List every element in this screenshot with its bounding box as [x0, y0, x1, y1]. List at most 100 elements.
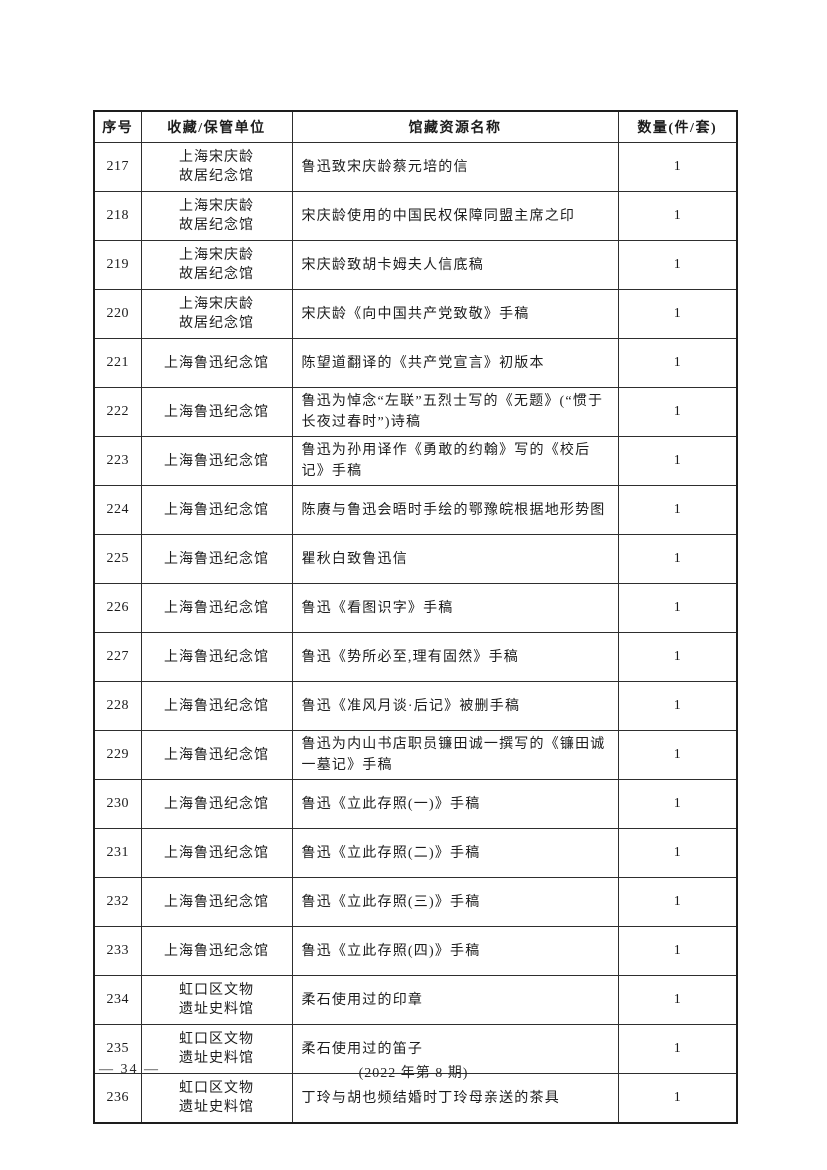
header-resource-name: 馆藏资源名称	[291, 110, 619, 143]
cell-unit: 上海宋庆龄 故居纪念馆	[140, 240, 293, 290]
page-number: — 34 —	[99, 1062, 160, 1077]
table-row: 230 上海鲁迅纪念馆 鲁迅《立此存照(一)》手稿 1	[93, 779, 738, 829]
cell-unit: 上海鲁迅纪念馆	[140, 926, 293, 976]
table-row: 228 上海鲁迅纪念馆 鲁迅《准风月谈·后记》被删手稿 1	[93, 681, 738, 731]
cell-serial-number: 218	[93, 191, 142, 241]
table-row: 234 虹口区文物 遗址史料馆 柔石使用过的印章 1	[93, 975, 738, 1025]
cell-serial-number: 225	[93, 534, 142, 584]
cell-quantity: 1	[617, 1073, 738, 1124]
table-row: 219 上海宋庆龄 故居纪念馆 宋庆龄致胡卡姆夫人信底稿 1	[93, 240, 738, 290]
cell-resource-name: 陈赓与鲁迅会晤时手绘的鄂豫皖根据地形势图	[291, 485, 619, 535]
cell-unit: 上海鲁迅纪念馆	[140, 828, 293, 878]
cell-quantity: 1	[617, 191, 738, 241]
table-row: 220 上海宋庆龄 故居纪念馆 宋庆龄《向中国共产党致敬》手稿 1	[93, 289, 738, 339]
cell-serial-number: 227	[93, 632, 142, 682]
cell-resource-name: 鲁迅为悼念“左联”五烈士写的《无题》(“惯于长夜过春时”)诗稿	[291, 387, 619, 437]
cell-resource-name: 柔石使用过的笛子	[291, 1024, 619, 1074]
cell-quantity: 1	[617, 975, 738, 1025]
table-row: 217 上海宋庆龄 故居纪念馆 鲁迅致宋庆龄蔡元培的信 1	[93, 142, 738, 192]
table-row: 224 上海鲁迅纪念馆 陈赓与鲁迅会晤时手绘的鄂豫皖根据地形势图 1	[93, 485, 738, 535]
table-row: 223 上海鲁迅纪念馆 鲁迅为孙用译作《勇敢的约翰》写的《校后记》手稿 1	[93, 436, 738, 486]
cell-resource-name: 鲁迅《立此存照(一)》手稿	[291, 779, 619, 829]
cell-unit: 上海鲁迅纪念馆	[140, 485, 293, 535]
cell-serial-number: 233	[93, 926, 142, 976]
cell-resource-name: 宋庆龄使用的中国民权保障同盟主席之印	[291, 191, 619, 241]
header-unit: 收藏/保管单位	[140, 110, 293, 143]
cell-quantity: 1	[617, 730, 738, 780]
table-row: 232 上海鲁迅纪念馆 鲁迅《立此存照(三)》手稿 1	[93, 877, 738, 927]
cell-quantity: 1	[617, 632, 738, 682]
cell-resource-name: 宋庆龄致胡卡姆夫人信底稿	[291, 240, 619, 290]
cell-resource-name: 鲁迅《立此存照(四)》手稿	[291, 926, 619, 976]
cell-quantity: 1	[617, 387, 738, 437]
cell-resource-name: 柔石使用过的印章	[291, 975, 619, 1025]
cell-resource-name: 瞿秋白致鲁迅信	[291, 534, 619, 584]
cell-unit: 上海鲁迅纪念馆	[140, 632, 293, 682]
cell-unit: 虹口区文物 遗址史料馆	[140, 1024, 293, 1074]
table-body: 217 上海宋庆龄 故居纪念馆 鲁迅致宋庆龄蔡元培的信 1 218 上海宋庆龄 …	[93, 142, 738, 1124]
cell-serial-number: 228	[93, 681, 142, 731]
table-row: 218 上海宋庆龄 故居纪念馆 宋庆龄使用的中国民权保障同盟主席之印 1	[93, 191, 738, 241]
cell-resource-name: 鲁迅致宋庆龄蔡元培的信	[291, 142, 619, 192]
cell-serial-number: 219	[93, 240, 142, 290]
table-row: 222 上海鲁迅纪念馆 鲁迅为悼念“左联”五烈士写的《无题》(“惯于长夜过春时”…	[93, 387, 738, 437]
cell-unit: 上海鲁迅纪念馆	[140, 681, 293, 731]
cell-unit: 上海鲁迅纪念馆	[140, 387, 293, 437]
table-row: 233 上海鲁迅纪念馆 鲁迅《立此存照(四)》手稿 1	[93, 926, 738, 976]
table-header-row: 序号 收藏/保管单位 馆藏资源名称 数量(件/套)	[93, 110, 738, 143]
cell-quantity: 1	[617, 240, 738, 290]
issue-label: (2022 年第 8 期)	[358, 1066, 469, 1081]
cell-quantity: 1	[617, 436, 738, 486]
cell-unit: 虹口区文物 遗址史料馆	[140, 975, 293, 1025]
cell-serial-number: 222	[93, 387, 142, 437]
cell-unit: 上海宋庆龄 故居纪念馆	[140, 142, 293, 192]
table-row: 221 上海鲁迅纪念馆 陈望道翻译的《共产党宣言》初版本 1	[93, 338, 738, 388]
cell-quantity: 1	[617, 926, 738, 976]
cell-serial-number: 229	[93, 730, 142, 780]
table-row: 225 上海鲁迅纪念馆 瞿秋白致鲁迅信 1	[93, 534, 738, 584]
table-row: 227 上海鲁迅纪念馆 鲁迅《势所必至,理有固然》手稿 1	[93, 632, 738, 682]
cell-resource-name: 陈望道翻译的《共产党宣言》初版本	[291, 338, 619, 388]
table-row: 235 虹口区文物 遗址史料馆 柔石使用过的笛子 1	[93, 1024, 738, 1074]
cell-quantity: 1	[617, 828, 738, 878]
page-footer: (2022 年第 8 期) — 34 —	[0, 1062, 827, 1081]
cell-serial-number: 221	[93, 338, 142, 388]
cell-resource-name: 鲁迅为内山书店职员镰田诚一撰写的《镰田诚一墓记》手稿	[291, 730, 619, 780]
cell-serial-number: 235	[93, 1024, 142, 1074]
cell-unit: 上海鲁迅纪念馆	[140, 338, 293, 388]
cell-serial-number: 232	[93, 877, 142, 927]
cell-quantity: 1	[617, 485, 738, 535]
cell-resource-name: 鲁迅《立此存照(三)》手稿	[291, 877, 619, 927]
cell-serial-number: 220	[93, 289, 142, 339]
cell-quantity: 1	[617, 142, 738, 192]
cell-unit: 上海鲁迅纪念馆	[140, 534, 293, 584]
table-row: 231 上海鲁迅纪念馆 鲁迅《立此存照(二)》手稿 1	[93, 828, 738, 878]
cell-quantity: 1	[617, 534, 738, 584]
cell-resource-name: 丁玲与胡也频结婚时丁玲母亲送的茶具	[291, 1073, 619, 1124]
cell-resource-name: 鲁迅《势所必至,理有固然》手稿	[291, 632, 619, 682]
cell-resource-name: 鲁迅《立此存照(二)》手稿	[291, 828, 619, 878]
cell-serial-number: 234	[93, 975, 142, 1025]
cell-unit: 上海鲁迅纪念馆	[140, 877, 293, 927]
cell-unit: 虹口区文物 遗址史料馆	[140, 1073, 293, 1124]
table-row: 229 上海鲁迅纪念馆 鲁迅为内山书店职员镰田诚一撰写的《镰田诚一墓记》手稿 1	[93, 730, 738, 780]
header-serial-number: 序号	[93, 110, 142, 143]
cell-resource-name: 鲁迅《准风月谈·后记》被删手稿	[291, 681, 619, 731]
cell-serial-number: 224	[93, 485, 142, 535]
cell-serial-number: 226	[93, 583, 142, 633]
table-row: 226 上海鲁迅纪念馆 鲁迅《看图识字》手稿 1	[93, 583, 738, 633]
cell-resource-name: 鲁迅为孙用译作《勇敢的约翰》写的《校后记》手稿	[291, 436, 619, 486]
cell-quantity: 1	[617, 338, 738, 388]
cell-unit: 上海宋庆龄 故居纪念馆	[140, 289, 293, 339]
cell-quantity: 1	[617, 877, 738, 927]
cell-quantity: 1	[617, 289, 738, 339]
cell-serial-number: 236	[93, 1073, 142, 1124]
cell-resource-name: 宋庆龄《向中国共产党致敬》手稿	[291, 289, 619, 339]
cell-unit: 上海鲁迅纪念馆	[140, 583, 293, 633]
cell-serial-number: 230	[93, 779, 142, 829]
cell-unit: 上海鲁迅纪念馆	[140, 779, 293, 829]
cell-serial-number: 217	[93, 142, 142, 192]
cell-unit: 上海鲁迅纪念馆	[140, 730, 293, 780]
cell-unit: 上海鲁迅纪念馆	[140, 436, 293, 486]
